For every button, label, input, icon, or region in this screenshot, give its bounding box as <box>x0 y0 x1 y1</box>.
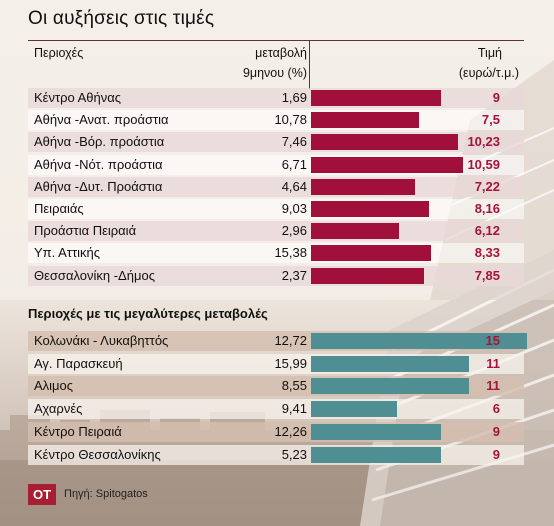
change-pct-value: 12,26 <box>274 424 307 439</box>
price-bar <box>311 112 419 128</box>
region-name: Υπ. Αττικής <box>34 245 100 260</box>
region-name: Αθήνα -Βόρ. προάστια <box>34 134 165 149</box>
change-pct-value: 1,69 <box>281 90 307 105</box>
table-row: Αθήνα -Βόρ. προάστια 7,46 10,23 <box>28 132 524 152</box>
change-pct-value: 2,37 <box>281 268 307 283</box>
region-name: Κέντρο Θεσσαλονίκης <box>34 447 161 462</box>
price-value: 9 <box>492 90 500 105</box>
ot-logo: ΟΤ <box>28 484 56 505</box>
region-name: Προάστια Πειραιά <box>34 223 137 238</box>
price-value: 15 <box>485 333 500 348</box>
region-name: Αθήνα -Δυτ. Προάστια <box>34 179 163 194</box>
price-bar <box>311 201 429 217</box>
table-row: Αχαρνές 9,41 6 <box>28 399 524 419</box>
header-price-line2: (ευρώ/τ.μ.) <box>458 66 519 80</box>
price-bar <box>311 424 441 440</box>
table-row: Κολωνάκι - Λυκαβηττός 12,72 15 <box>28 331 527 351</box>
change-pct-value: 15,38 <box>274 245 307 260</box>
table-row: Αθήνα -Νότ. προάστια 6,71 10,59 <box>28 155 524 175</box>
change-pct-value: 5,23 <box>281 447 307 462</box>
table-row: Κέντρο Πειραιά 12,26 9 <box>28 422 524 442</box>
price-bar <box>311 447 441 463</box>
price-bar <box>311 333 527 349</box>
price-bar <box>311 268 424 284</box>
header-divider <box>28 40 524 41</box>
table-row: Πειραιάς 9,03 8,16 <box>28 199 524 219</box>
table-row: Αγ. Παρασκευή 15,99 11 <box>28 354 524 374</box>
column-divider <box>309 40 310 90</box>
region-name: Αχαρνές <box>34 401 83 416</box>
section2-title: Περιοχές με τις μεγαλύτερες μεταβολές <box>28 306 268 321</box>
change-pct-value: 4,64 <box>281 179 307 194</box>
header-change-line1: μεταβολή <box>255 46 307 60</box>
change-pct-value: 10,78 <box>274 112 307 127</box>
change-pct-value: 2,96 <box>281 223 307 238</box>
change-pct-value: 6,71 <box>281 157 307 172</box>
table-row: Αλιμος 8,55 11 <box>28 376 524 396</box>
region-name: Αλιμος <box>34 378 74 393</box>
table-row: Κέντρο Θεσσαλονίκης 5,23 9 <box>28 445 524 465</box>
table-row: Προάστια Πειραιά 2,96 6,12 <box>28 221 524 241</box>
chart-title: Οι αυξήσεις στις τιμές <box>28 8 215 29</box>
price-value: 9 <box>492 447 500 462</box>
table-row: Θεσσαλονίκη -Δήμος 2,37 7,85 <box>28 266 524 286</box>
table-row: Κέντρο Αθήνας 1,69 9 <box>28 88 524 108</box>
region-name: Θεσσαλονίκη -Δήμος <box>34 268 155 283</box>
price-bar <box>311 378 469 394</box>
price-value: 7,85 <box>474 268 500 283</box>
price-bar <box>311 134 458 150</box>
region-name: Κέντρο Αθήνας <box>34 90 122 105</box>
price-bar <box>311 157 463 173</box>
table-row: Αθήνα -Ανατ. προάστια 10,78 7,5 <box>28 110 524 130</box>
change-pct-value: 9,41 <box>281 401 307 416</box>
price-value: 6 <box>492 401 500 416</box>
header-price-line1: Τιμή <box>477 46 502 60</box>
region-name: Κολωνάκι - Λυκαβηττός <box>34 333 169 348</box>
price-bar <box>311 90 441 106</box>
price-value: 10,59 <box>467 157 500 172</box>
region-name: Αθήνα -Νότ. προάστια <box>34 157 163 172</box>
header-region: Περιοχές <box>34 46 84 60</box>
region-name: Πειραιάς <box>34 201 84 216</box>
price-value: 7,5 <box>481 112 500 127</box>
region-name: Κέντρο Πειραιά <box>34 424 122 439</box>
region-name: Αθήνα -Ανατ. προάστια <box>34 112 169 127</box>
header-change-line2: 9μηνου (%) <box>242 66 307 80</box>
change-pct-value: 7,46 <box>281 134 307 149</box>
change-pct-value: 15,99 <box>274 356 307 371</box>
price-value: 8,16 <box>474 201 500 216</box>
price-value: 8,33 <box>474 245 500 260</box>
price-value: 11 <box>486 378 500 393</box>
price-value: 6,12 <box>474 223 500 238</box>
change-pct-value: 8,55 <box>281 378 307 393</box>
source-note: Πηγή: Spitogatos <box>64 488 148 500</box>
table-row: Υπ. Αττικής 15,38 8,33 <box>28 243 524 263</box>
price-bar <box>311 245 431 261</box>
region-name: Αγ. Παρασκευή <box>34 356 123 371</box>
price-bar <box>311 356 469 372</box>
price-bar <box>311 179 415 195</box>
price-value: 10,23 <box>467 134 500 149</box>
price-value: 11 <box>486 356 500 371</box>
price-bar <box>311 223 399 239</box>
change-pct-value: 12,72 <box>274 333 307 348</box>
table-row: Αθήνα -Δυτ. Προάστια 4,64 7,22 <box>28 177 524 197</box>
price-value: 9 <box>492 424 500 439</box>
price-value: 7,22 <box>474 179 500 194</box>
change-pct-value: 9,03 <box>281 201 307 216</box>
price-bar <box>311 401 397 417</box>
